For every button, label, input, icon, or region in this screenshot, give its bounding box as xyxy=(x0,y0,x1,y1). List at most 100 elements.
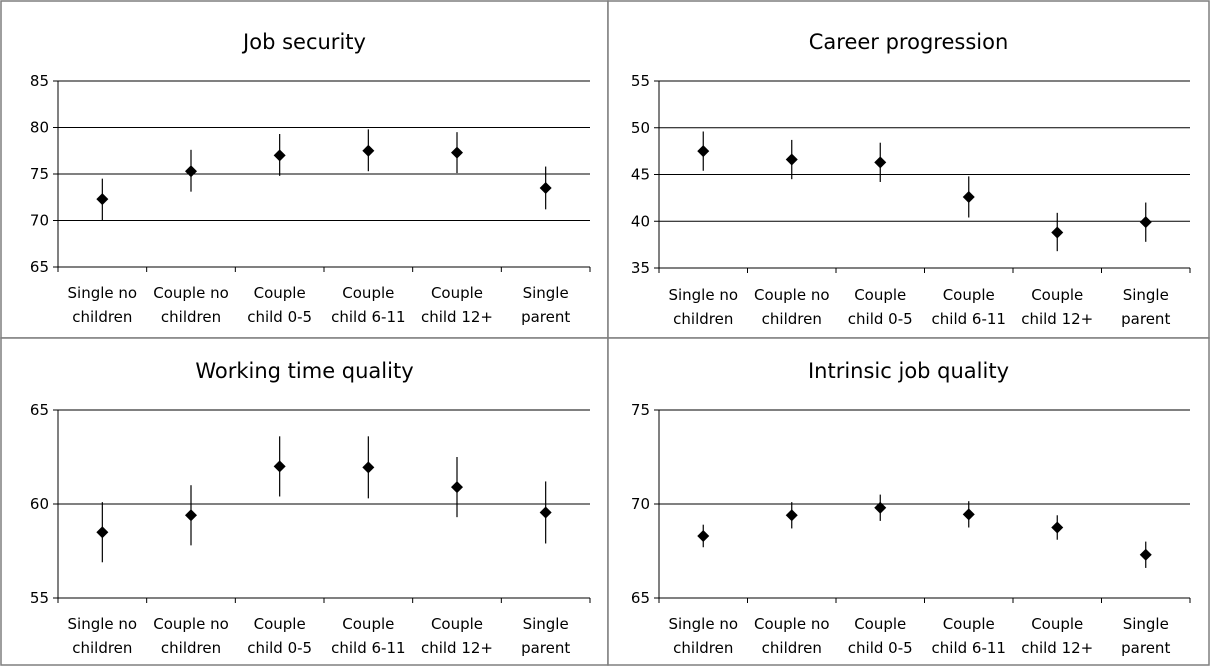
data-point-marker xyxy=(362,144,375,157)
y-tick-label: 70 xyxy=(30,212,49,230)
y-tick-label: 70 xyxy=(631,495,650,513)
x-category-label: child 6-11 xyxy=(331,639,405,657)
x-category-label: Couple no xyxy=(153,615,229,633)
panel-career-progression: Career progression 35 40 45 50 55 Single no chi… xyxy=(607,0,1210,339)
panel-frame xyxy=(607,337,1210,666)
data-point-marker xyxy=(451,481,463,494)
x-category-label: children xyxy=(762,639,822,657)
x-category-label: children xyxy=(72,308,132,326)
y-tick-label: 50 xyxy=(631,119,650,137)
chart-title: Working time quality xyxy=(195,359,413,383)
chart-title: Job security xyxy=(241,30,366,54)
x-category-label: Single no xyxy=(668,286,738,304)
x-category-label: child 0-5 xyxy=(848,639,913,657)
x-category-label: child 0-5 xyxy=(247,308,312,326)
x-category-label: Single xyxy=(1123,615,1169,633)
data-point-marker xyxy=(96,193,109,206)
x-category-label: child 12+ xyxy=(421,639,493,657)
x-category-label: child 0-5 xyxy=(848,310,913,328)
y-tick-label: 40 xyxy=(631,212,650,230)
data-point-marker xyxy=(1139,548,1152,561)
x-category-label: child 0-5 xyxy=(247,639,312,657)
x-category-label: Single no xyxy=(68,615,138,633)
y-tick-label: 35 xyxy=(631,259,650,277)
x-category-label: Couple xyxy=(943,615,995,633)
x-category-label: Couple xyxy=(854,615,906,633)
y-tick-label: 65 xyxy=(631,589,650,607)
panel-frame xyxy=(607,0,1210,339)
x-category-label: parent xyxy=(1121,639,1170,657)
data-point-marker xyxy=(697,145,710,158)
y-tick-label: 65 xyxy=(30,401,49,419)
data-point-marker xyxy=(874,501,887,514)
x-category-label: children xyxy=(161,308,221,326)
x-category-label: child 6-11 xyxy=(932,639,1006,657)
data-point-marker xyxy=(539,181,552,194)
panel-job-security: Job security 65 70 75 80 85 Single no children C… xyxy=(0,0,609,339)
x-category-label: Couple xyxy=(342,284,394,302)
x-category-label: Couple xyxy=(943,286,995,304)
data-point-marker xyxy=(273,149,286,162)
data-point-marker xyxy=(962,508,975,521)
y-tick-label: 65 xyxy=(30,258,49,276)
x-category-label: child 12+ xyxy=(1021,639,1093,657)
y-tick-label: 75 xyxy=(30,165,49,183)
x-category-label: child 6-11 xyxy=(932,310,1006,328)
x-category-label: children xyxy=(72,639,132,657)
x-category-label: Single xyxy=(523,284,569,302)
x-category-label: parent xyxy=(521,308,570,326)
x-category-label: child 12+ xyxy=(1021,310,1093,328)
x-category-label: Couple xyxy=(342,615,394,633)
chart-title: Intrinsic job quality xyxy=(808,359,1009,383)
data-point-marker xyxy=(697,529,710,542)
x-category-label: Couple xyxy=(1031,286,1083,304)
x-category-label: Single xyxy=(523,615,569,633)
x-category-label: child 12+ xyxy=(421,308,493,326)
x-category-label: Couple no xyxy=(754,286,830,304)
x-category-label: Single xyxy=(1123,286,1169,304)
data-point-marker xyxy=(451,146,463,159)
x-category-label: Couple xyxy=(1031,615,1083,633)
x-category-label: Single no xyxy=(68,284,138,302)
x-category-label: Couple xyxy=(431,284,483,302)
x-category-label: parent xyxy=(521,639,570,657)
chart-title: Career progression xyxy=(809,30,1009,54)
data-point-marker xyxy=(1051,521,1064,534)
data-point-marker xyxy=(96,526,109,539)
x-category-label: children xyxy=(673,310,733,328)
x-category-label: children xyxy=(762,310,822,328)
x-category-label: Couple xyxy=(254,284,306,302)
data-point-marker xyxy=(185,165,197,178)
data-point-marker xyxy=(273,460,286,473)
panel-intrinsic-job-quality: Intrinsic job quality 65 70 75 Single no chil… xyxy=(607,337,1210,666)
x-category-label: children xyxy=(161,639,221,657)
data-point-marker xyxy=(785,153,798,166)
panel-working-time-quality: Working time quality 55 60 65 Single no child… xyxy=(0,337,609,666)
x-category-label: children xyxy=(673,639,733,657)
panel-frame xyxy=(0,337,609,666)
x-category-label: Couple xyxy=(854,286,906,304)
y-tick-label: 80 xyxy=(30,119,49,137)
x-category-label: Couple xyxy=(254,615,306,633)
panel-frame xyxy=(0,0,609,339)
y-tick-label: 55 xyxy=(30,589,49,607)
data-point-marker xyxy=(962,190,975,203)
y-tick-label: 55 xyxy=(631,72,650,90)
data-point-marker xyxy=(874,156,887,169)
data-point-marker xyxy=(539,506,552,519)
x-category-label: Single no xyxy=(668,615,738,633)
x-category-label: child 6-11 xyxy=(331,308,405,326)
y-tick-label: 45 xyxy=(631,166,650,184)
data-point-marker xyxy=(785,509,798,522)
data-point-marker xyxy=(185,509,197,522)
data-point-marker xyxy=(1051,226,1064,239)
y-tick-label: 75 xyxy=(631,401,650,419)
x-category-label: Couple xyxy=(431,615,483,633)
data-point-marker xyxy=(362,461,375,474)
x-category-label: Couple no xyxy=(153,284,229,302)
y-tick-label: 60 xyxy=(30,495,49,513)
x-category-label: Couple no xyxy=(754,615,830,633)
data-point-marker xyxy=(1139,216,1152,229)
y-tick-label: 85 xyxy=(30,72,49,90)
